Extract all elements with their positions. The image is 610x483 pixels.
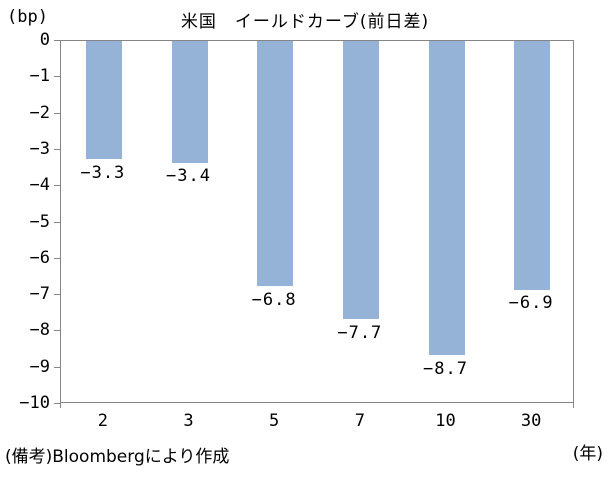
- source-note: (備考)Bloombergにより作成: [5, 447, 230, 467]
- y-axis-tick-mark: [54, 76, 60, 78]
- bar-30y: [514, 41, 551, 290]
- y-axis-tick-label: −10: [19, 393, 50, 413]
- y-axis-tick-mark: [54, 330, 60, 332]
- bar-value-label: −6.9: [508, 293, 554, 314]
- y-axis-tick-mark: [54, 221, 60, 223]
- y-axis-tick-label: 0: [39, 30, 50, 50]
- bar-value-label: −6.8: [251, 289, 297, 310]
- y-axis-tick-mark: [54, 112, 60, 114]
- y-axis-tick-label: −9: [29, 356, 50, 377]
- x-axis-tick-mark: [60, 403, 61, 408]
- y-axis-tick-label: −3: [29, 138, 50, 159]
- bar-value-label: −3.4: [166, 166, 211, 187]
- y-axis-tick-label: −1: [29, 66, 50, 87]
- bar-value-label: −3.3: [80, 162, 126, 183]
- y-axis-tick-mark: [54, 148, 60, 150]
- y-axis-tick-mark: [54, 403, 60, 404]
- y-axis-unit-label: (bp): [7, 7, 48, 27]
- y-axis-tick-mark: [54, 257, 60, 259]
- bar-7y: [342, 41, 379, 319]
- x-axis-tick-label: 3: [183, 411, 194, 431]
- bar-value-label: −8.7: [423, 358, 468, 379]
- x-axis-tick-label: 30: [520, 411, 542, 431]
- y-axis-tick-mark: [54, 294, 60, 296]
- x-axis-tick-label: 5: [269, 411, 280, 431]
- y-axis-tick-mark: [54, 40, 60, 41]
- bar-10y: [428, 41, 465, 356]
- x-axis-tick-mark: [572, 403, 574, 408]
- plot-area: [60, 40, 574, 403]
- y-axis-tick-label: −7: [29, 284, 50, 305]
- y-axis-tick-label: −8: [29, 320, 50, 341]
- y-axis-tick-mark: [54, 185, 60, 187]
- bar-2y: [85, 41, 122, 160]
- bar-3y: [171, 41, 208, 163]
- y-axis-tick-label: −5: [29, 211, 50, 232]
- y-axis-tick-label: −2: [29, 102, 50, 123]
- chart-title: 米国 イールドカーブ(前日差): [180, 12, 430, 32]
- x-axis-tick-label: 7: [354, 411, 365, 431]
- bar-value-label: −7.7: [337, 322, 383, 343]
- y-axis-tick-mark: [54, 366, 60, 368]
- y-axis-tick-label: −4: [29, 175, 50, 196]
- x-axis-tick-label: 10: [435, 411, 456, 431]
- bar-5y: [257, 41, 294, 287]
- x-axis-tick-label: 2: [97, 411, 108, 431]
- y-axis-tick-label: −6: [29, 247, 50, 268]
- x-axis-unit-label: (年): [572, 444, 603, 464]
